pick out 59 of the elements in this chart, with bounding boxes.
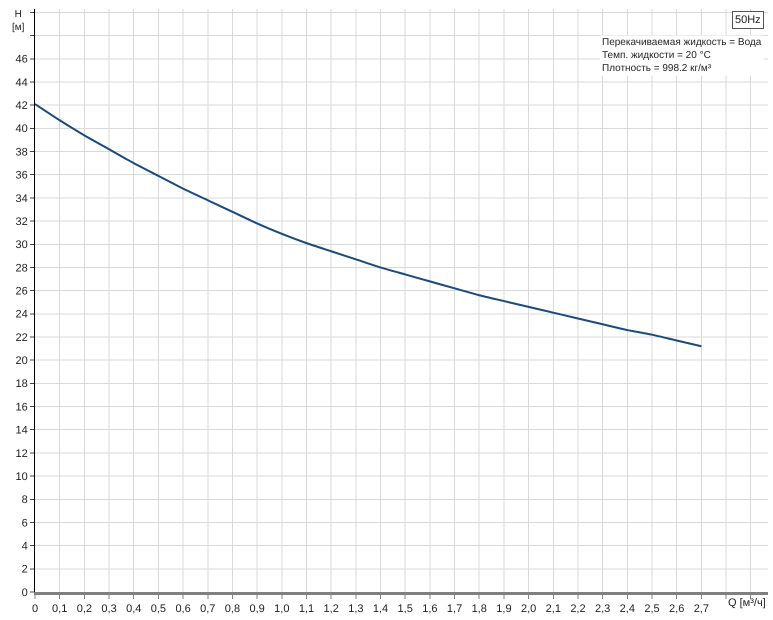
x-tick-label: 0,7 bbox=[200, 603, 216, 616]
y-tick-label: 18 bbox=[16, 378, 28, 390]
annotation: 50Hz bbox=[735, 14, 761, 26]
y-tick-label: 8 bbox=[22, 494, 28, 506]
y-tick-label: 0 bbox=[22, 586, 28, 599]
x-tick-label: 2,1 bbox=[546, 603, 561, 616]
x-tick-label: 0,2 bbox=[76, 603, 92, 616]
x-tick-label: 0,5 bbox=[150, 603, 166, 616]
x-tick-label: 2,7 bbox=[694, 603, 710, 616]
x-tick-label: 1,9 bbox=[496, 603, 512, 616]
x-tick-label: 0,6 bbox=[175, 603, 191, 616]
x-tick-label: 1,3 bbox=[348, 603, 364, 616]
x-tick-label: 2,3 bbox=[594, 603, 610, 616]
y-tick-label: 44 bbox=[16, 76, 28, 89]
y-tick-label: 10 bbox=[16, 470, 28, 483]
annotation: Темп. жидкости = 20 °C bbox=[602, 50, 711, 61]
x-tick-label: 0,8 bbox=[224, 603, 240, 616]
y-tick-label: 46 bbox=[16, 54, 28, 66]
y-tick-label: 2 bbox=[22, 564, 28, 576]
x-tick-label: 1,2 bbox=[324, 603, 339, 616]
y-tick-label: 36 bbox=[16, 170, 28, 182]
annotation: Плотность = 998.2 кг/м³ bbox=[602, 63, 712, 74]
y-tick-label: 34 bbox=[16, 192, 28, 205]
y-tick-label: 22 bbox=[16, 332, 28, 344]
x-tick-label: 2,2 bbox=[570, 603, 586, 616]
x-tick-label: 1,4 bbox=[372, 603, 388, 616]
x-tick-label: 1,6 bbox=[422, 603, 438, 616]
y-tick-label: 12 bbox=[16, 448, 28, 460]
x-tick-label: 0,4 bbox=[126, 603, 142, 616]
x-tick-label: 1,5 bbox=[398, 603, 413, 616]
annotation: Перекачиваемая жидкость = Вода bbox=[602, 37, 762, 48]
y-tick-label: 32 bbox=[16, 216, 28, 228]
x-tick-label: 1,1 bbox=[298, 603, 314, 616]
x-tick-label: 2,0 bbox=[520, 603, 536, 616]
y-tick-label: 26 bbox=[16, 286, 28, 298]
y-tick-label: 4 bbox=[22, 540, 28, 552]
y-tick-label: 16 bbox=[16, 401, 28, 414]
line-series bbox=[35, 103, 702, 348]
y-tick-label: 6 bbox=[22, 517, 28, 530]
y-tick-label: 24 bbox=[16, 308, 28, 321]
x-tick-label: 0 bbox=[32, 603, 38, 616]
x-tick-label: 0,3 bbox=[101, 603, 117, 616]
y-tick-label: 38 bbox=[16, 146, 28, 158]
x-tick-label: 2,5 bbox=[644, 603, 660, 616]
x-tick-label: 2,6 bbox=[669, 603, 684, 616]
x-tick-label: 2,4 bbox=[620, 603, 635, 616]
x-tick-label: 0,9 bbox=[249, 603, 265, 616]
y-tick-label: 28 bbox=[16, 262, 28, 274]
x-tick-label: 1,8 bbox=[472, 603, 487, 616]
y-tick-label: 40 bbox=[16, 123, 28, 136]
y-axis-title: H [м] bbox=[12, 9, 25, 33]
y-tick-label: 14 bbox=[16, 424, 28, 437]
y-tick-label: 42 bbox=[16, 100, 28, 112]
x-tick-label: 1,7 bbox=[446, 603, 462, 616]
x-tick-label: 1,0 bbox=[274, 603, 290, 616]
x-tick-label: 0,1 bbox=[52, 603, 68, 616]
y-tick-label: 30 bbox=[16, 239, 28, 252]
y-tick-label: 20 bbox=[16, 355, 28, 368]
x-axis-title: Q [м³/ч] bbox=[728, 597, 766, 609]
